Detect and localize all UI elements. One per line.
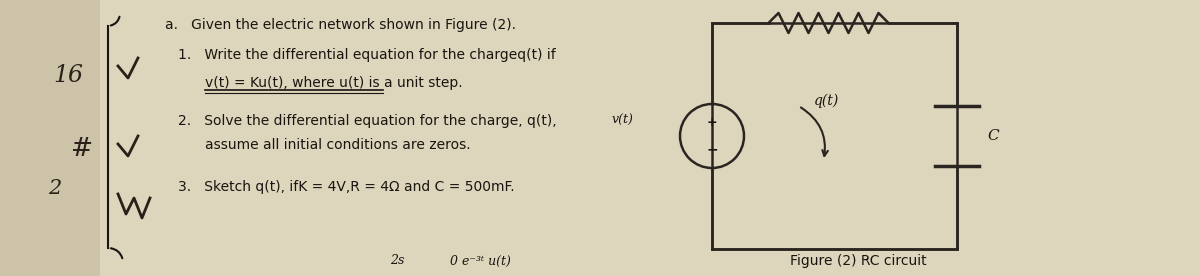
Text: #: # [71,136,94,161]
Text: v(t) = Ku(t), where u(t) is a unit step.: v(t) = Ku(t), where u(t) is a unit step. [205,76,463,90]
Text: 2.   Solve the differential equation for the charge, q(t),: 2. Solve the differential equation for t… [178,114,557,128]
Text: 0 e⁻³ᵗ u(t): 0 e⁻³ᵗ u(t) [450,254,511,267]
Bar [712,23,958,249]
Text: 16: 16 [53,65,83,87]
Text: Figure (2) RC circuit: Figure (2) RC circuit [790,254,926,268]
Text: −: − [706,142,718,156]
Text: 3.   Sketch q(t), ifK = 4V,R = 4Ω and C = 500mF.: 3. Sketch q(t), ifK = 4V,R = 4Ω and C = … [178,180,515,194]
Text: R: R [823,0,834,3]
Text: C: C [986,129,998,143]
Text: 1.   Write the differential equation for the chargeq(t) if: 1. Write the differential equation for t… [178,48,556,62]
Text: assume all initial conditions are zeros.: assume all initial conditions are zeros. [205,138,470,152]
Text: a.   Given the electric network shown in Figure (2).: a. Given the electric network shown in F… [166,18,516,32]
Text: +: + [707,116,718,129]
Text: v(t): v(t) [612,114,634,127]
Bar [0,0,100,276]
Text: 2s: 2s [390,254,404,267]
Text: 2: 2 [48,179,61,198]
Text: q(t): q(t) [814,94,839,108]
